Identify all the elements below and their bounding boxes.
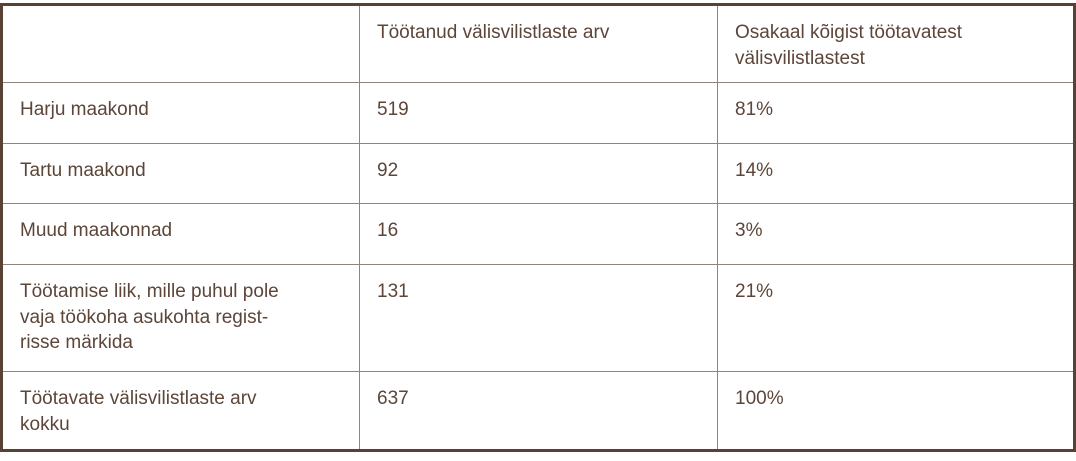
row-label: Töötamise liik, mille puhul pole vaja tö… [1, 264, 360, 372]
statistics-table: Töötanud välisvilistlaste arv Osakaal kõ… [0, 3, 1076, 452]
column-header-count: Töötanud välisvilistlaste arv [359, 4, 718, 83]
column-header-share: Osakaal kõigist töötavatest välisvilistl… [717, 4, 1075, 83]
row-label: Harju maakond [1, 82, 360, 144]
row-share: 3% [717, 203, 1075, 265]
table-row: Harju maakond 519 81% [1, 82, 1075, 144]
row-count: 637 [359, 371, 718, 451]
row-count: 131 [359, 264, 718, 372]
table-row: Muud maakonnad 16 3% [1, 203, 1075, 265]
table-row: Töötavate välisvilistlaste arv kokku 637… [1, 371, 1075, 451]
row-count: 16 [359, 203, 718, 265]
table-row: Töötamise liik, mille puhul pole vaja tö… [1, 264, 1075, 372]
row-label: Tartu maakond [1, 143, 360, 204]
header-row: Töötanud välisvilistlaste arv Osakaal kõ… [1, 4, 1075, 83]
row-share: 100% [717, 371, 1075, 451]
row-label: Muud maakonnad [1, 203, 360, 265]
row-share: 14% [717, 143, 1075, 204]
table-row: Tartu maakond 92 14% [1, 143, 1075, 204]
row-count: 519 [359, 82, 718, 144]
row-label: Töötavate välisvilistlaste arv kokku [1, 371, 360, 451]
row-count: 92 [359, 143, 718, 204]
row-share: 21% [717, 264, 1075, 372]
row-share: 81% [717, 82, 1075, 144]
corner-cell [1, 4, 360, 83]
